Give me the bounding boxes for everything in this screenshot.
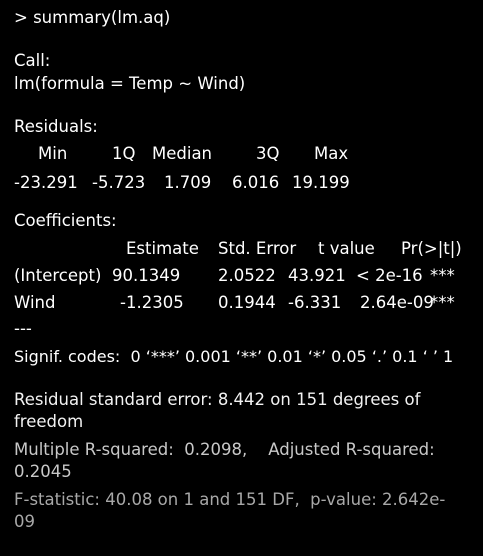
coef-col-t-value: t value: [318, 239, 375, 258]
rse-line-1: Residual standard error: 8.442 on 151 de…: [14, 390, 421, 409]
coef-std-error: 0.1944: [218, 293, 276, 312]
residuals-col-3q: 3Q: [256, 144, 280, 163]
residuals-col-max: Max: [314, 144, 349, 163]
coef-col-std-error: Std. Error: [218, 239, 297, 258]
rse-line-2: freedom: [14, 412, 84, 431]
residuals-header: Residuals:: [14, 117, 98, 136]
f-line-1: F-statistic: 40.08 on 1 and 151 DF, p-va…: [14, 490, 446, 509]
call-formula: lm(formula = Temp ~ Wind): [14, 74, 246, 93]
residuals-val-median: 1.709: [164, 173, 212, 192]
coef-estimate: -1.2305: [120, 293, 184, 312]
residuals-col-median: Median: [152, 144, 213, 163]
residuals-val-max: 19.199: [292, 173, 350, 192]
coefficients-header: Coefficients:: [14, 211, 117, 230]
coef-t-value: -6.331: [288, 293, 342, 312]
residuals-val-min: -23.291: [14, 173, 78, 192]
residuals-val-1q: -5.723: [92, 173, 146, 192]
coef-stars: ***: [430, 266, 455, 285]
call-header: Call:: [14, 51, 51, 70]
coef-t-value: 43.921: [288, 266, 346, 285]
coef-p-value: 2.64e-09: [360, 293, 434, 312]
r2-line-1: Multiple R-squared: 0.2098, Adjusted R-s…: [14, 440, 435, 459]
console-command: > summary(lm.aq): [14, 8, 171, 27]
coef-stars: ***: [430, 293, 455, 312]
signif-codes: Signif. codes: 0 ‘***’ 0.001 ‘**’ 0.01 ‘…: [14, 347, 454, 366]
coef-col-estimate: Estimate: [126, 239, 199, 258]
r2-line-2: 0.2045: [14, 462, 72, 481]
coef-term: (Intercept): [14, 266, 102, 285]
separator: ---: [14, 319, 32, 338]
coef-std-error: 2.0522: [218, 266, 276, 285]
f-line-2: 09: [14, 512, 35, 531]
residuals-val-3q: 6.016: [232, 173, 280, 192]
coef-p-value: < 2e-16: [356, 266, 423, 285]
coef-col-p-value: Pr(>|t|): [401, 239, 462, 258]
residuals-col-1q: 1Q: [112, 144, 136, 163]
coef-estimate: 90.1349: [112, 266, 181, 285]
residuals-col-min: Min: [38, 144, 68, 163]
coef-term: Wind: [14, 293, 56, 312]
